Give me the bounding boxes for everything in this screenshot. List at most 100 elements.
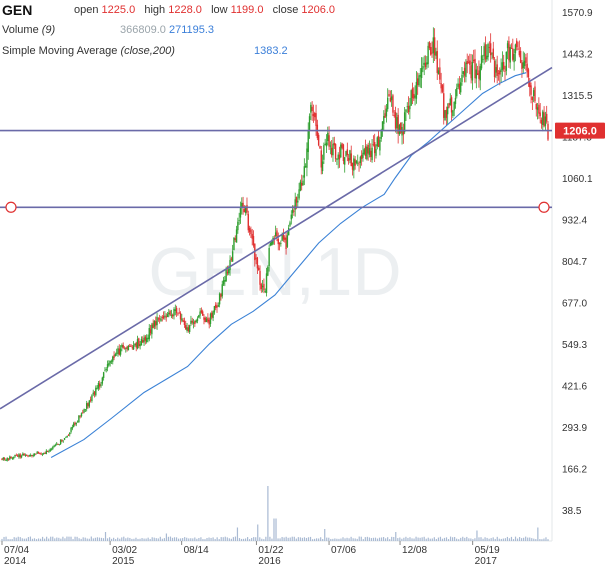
candle-body <box>268 248 270 266</box>
candle-body <box>340 144 342 158</box>
volume-bar <box>281 536 283 541</box>
volume-bar <box>169 536 172 541</box>
candle-body <box>140 338 143 346</box>
last-price-tag: 1206.0 <box>555 122 605 139</box>
open-label: open <box>74 4 99 16</box>
x-tick-year: 2014 <box>4 556 27 567</box>
volume-bar <box>226 537 228 541</box>
volume-bar <box>21 538 23 541</box>
volume-bar <box>86 538 88 541</box>
drawing-lines[interactable] <box>0 66 553 410</box>
volume-bar <box>194 537 196 541</box>
volume-bar <box>486 537 488 541</box>
volume-bar <box>484 537 486 541</box>
candle-body <box>299 181 302 191</box>
legend-volume[interactable]: Volume (9) <box>2 24 55 36</box>
candle-body <box>530 85 532 95</box>
candle-body <box>286 235 289 247</box>
candle-body <box>252 236 255 246</box>
candle-body <box>45 450 48 455</box>
sma-label: Simple Moving Average <box>2 45 118 57</box>
candle-body <box>108 363 110 366</box>
candle-body <box>80 413 83 417</box>
volume-param: (9) <box>41 24 56 36</box>
volume-bar <box>78 538 80 541</box>
candle-body <box>126 346 128 350</box>
legend-sma[interactable]: Simple Moving Average (close,200) <box>2 45 175 57</box>
volume-bar <box>173 537 176 541</box>
volume-bar <box>356 538 358 541</box>
candle-body <box>27 455 29 457</box>
volume-bar <box>198 537 200 541</box>
candle-body <box>106 364 109 368</box>
candle-body <box>338 154 341 160</box>
candle-body <box>173 308 175 316</box>
volume-bar <box>139 538 141 541</box>
volume-bar <box>74 536 76 541</box>
candle-body <box>415 81 418 99</box>
candle-body <box>527 69 530 78</box>
candle-body <box>427 45 429 65</box>
candle-body <box>104 370 106 372</box>
candle-body <box>334 143 337 160</box>
y-tick-label: 1570.9 <box>562 8 593 19</box>
volume-bar <box>539 539 541 541</box>
line-handle-left <box>5 201 17 213</box>
y-axis: 1570.91443.21315.51187.81060.1932.4804.7… <box>562 8 593 517</box>
volume-bar <box>399 537 401 541</box>
candle-body <box>327 132 329 142</box>
candle-body <box>389 97 392 102</box>
candle-body <box>183 320 186 325</box>
candle-body <box>129 345 131 347</box>
volume-bar <box>54 538 56 541</box>
candle-body <box>9 456 11 460</box>
symbol-name[interactable]: GEN <box>2 2 33 18</box>
candle-body <box>364 146 367 157</box>
candle-body <box>388 94 390 97</box>
candle-body <box>459 82 462 93</box>
candle-body <box>18 454 20 458</box>
candle-body <box>265 273 268 293</box>
x-tick-label: 12/08 <box>402 545 427 556</box>
candle-body <box>89 399 92 401</box>
candle-body <box>308 116 311 131</box>
volume-bar <box>19 537 21 541</box>
candle-body <box>405 109 407 112</box>
volume-bar <box>531 538 533 541</box>
candle-body <box>114 354 117 357</box>
candle-body <box>473 59 475 62</box>
candle-body <box>332 143 334 156</box>
volume-bar <box>80 538 82 541</box>
candle-body <box>24 455 27 456</box>
candle-body <box>42 453 45 454</box>
volume-bar <box>285 536 287 541</box>
candle-body <box>135 342 137 348</box>
volume-bar <box>521 538 523 541</box>
candle-body <box>325 142 328 147</box>
candle-body <box>36 451 38 454</box>
candle-body <box>195 320 197 323</box>
candle-body <box>453 101 455 111</box>
volume-bar <box>129 537 131 541</box>
volume-bar <box>389 539 391 541</box>
candle-body <box>304 165 307 168</box>
candle-body <box>40 453 42 455</box>
volume-bar <box>184 537 186 541</box>
candle-body <box>344 157 346 165</box>
volume-bar <box>64 538 66 541</box>
candle-body <box>424 62 427 68</box>
candle-body <box>127 345 130 351</box>
candle-body <box>440 83 442 89</box>
volume-bar <box>441 538 444 541</box>
candle-body <box>224 280 226 282</box>
rising-trendline <box>0 66 553 410</box>
y-tick-label: 932.4 <box>562 216 587 227</box>
volume-bar <box>244 538 247 541</box>
volume-bar <box>370 538 373 541</box>
candle-body <box>199 311 201 316</box>
candle-body <box>71 427 74 429</box>
candle-body <box>88 400 91 407</box>
candle-body <box>315 113 317 127</box>
candle-body <box>215 304 217 308</box>
